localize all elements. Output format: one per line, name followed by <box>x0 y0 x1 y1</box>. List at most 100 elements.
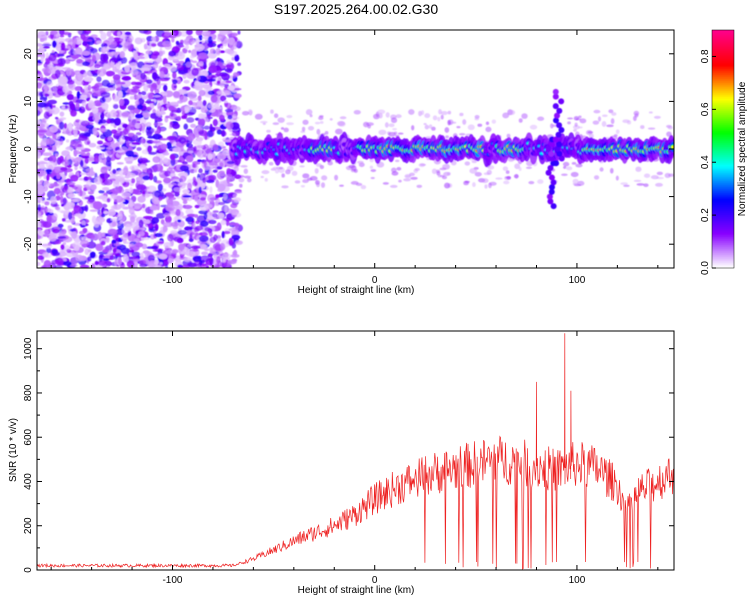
heatmap-cell <box>113 117 121 126</box>
heatmap-cell <box>199 204 209 211</box>
heatmap-cell <box>142 203 146 209</box>
heatmap-cell <box>99 128 108 132</box>
heatmap-cell <box>134 100 140 106</box>
colorbar-strip <box>712 196 734 199</box>
heatmap-cell <box>238 177 245 183</box>
heatmap-cell <box>199 197 206 201</box>
heatmap-cell <box>188 50 192 53</box>
heatmap-cell <box>391 171 399 176</box>
heatmap-cell <box>107 87 116 91</box>
colorbar-strip <box>712 186 734 189</box>
heatmap-cell <box>502 166 509 171</box>
heatmap-cell <box>198 168 203 174</box>
heatmap-cell <box>309 114 313 118</box>
heatmap-cell <box>45 127 54 130</box>
heatmap-cell <box>76 146 86 151</box>
heatmap-cell <box>230 203 238 209</box>
heatmap-cell <box>209 170 213 176</box>
heatmap-cell <box>38 170 47 176</box>
colorbar-strip <box>712 210 734 213</box>
heatmap-cell <box>153 145 158 149</box>
heatmap-cell <box>217 44 221 49</box>
heatmap-cell <box>552 124 558 128</box>
heatmap-cell <box>71 186 79 190</box>
colorbar-strip <box>712 144 734 147</box>
snr-y-tick-label: 800 <box>23 384 34 401</box>
heatmap-cell <box>74 157 83 162</box>
colorbar-strip <box>712 224 734 227</box>
heatmap-cell <box>198 235 209 243</box>
heatmap-cell <box>119 38 124 42</box>
heatmap-cell <box>179 30 188 37</box>
heatmap-cell <box>185 38 189 42</box>
heatmap-cell <box>302 173 310 179</box>
heatmap-cell <box>226 198 235 203</box>
heatmap-cell <box>436 171 441 176</box>
heatmap-cell <box>187 91 197 99</box>
heatmap-cell <box>601 121 607 127</box>
heatmap-cell <box>193 180 198 187</box>
heatmap-cell <box>179 175 187 183</box>
colorbar-tick-label: 0.2 <box>700 208 711 222</box>
heatmap-cell <box>45 31 49 36</box>
heatmap-cell <box>122 206 130 210</box>
heatmap-cell <box>280 127 285 130</box>
heatmap-cell <box>81 206 88 211</box>
heatmap-cell <box>112 169 117 174</box>
heatmap-cell <box>167 55 175 61</box>
heatmap-cell <box>154 88 160 94</box>
heatmap-cell <box>171 82 177 91</box>
heatmap-cell <box>139 179 144 185</box>
heatmap-cell <box>191 67 199 77</box>
heatmap-cell <box>81 50 91 56</box>
heatmap-cell <box>224 68 233 73</box>
heatmap-cell <box>431 126 436 131</box>
heatmap-cell <box>573 129 577 132</box>
heatmap-cell <box>55 153 59 157</box>
heatmap-cell <box>57 209 65 213</box>
heatmap-cell <box>209 212 217 217</box>
heatmap-cell <box>185 216 195 223</box>
heatmap-cell <box>318 116 324 121</box>
heatmap-cell <box>131 251 141 257</box>
heatmap-cell <box>106 111 114 119</box>
heatmap-cell <box>85 168 92 172</box>
heatmap-cell <box>57 53 65 57</box>
heatmap-cell <box>158 196 163 201</box>
heatmap-cell <box>437 116 441 122</box>
heatmap-cell <box>176 141 181 147</box>
heatmap-cell <box>556 107 563 114</box>
heatmap-cell <box>40 56 44 63</box>
heatmap-cell <box>281 185 289 189</box>
heatmap-cell <box>163 84 168 92</box>
heatmap-cell <box>146 79 153 84</box>
heatmap-cell <box>231 212 242 218</box>
heatmap-cell <box>80 159 84 168</box>
heatmap-cell <box>459 132 466 136</box>
snr-x-label: Height of straight line (km) <box>298 585 415 596</box>
heatmap-cell <box>37 261 41 266</box>
heatmap-cell <box>655 182 663 187</box>
heatmap-cell <box>39 34 48 41</box>
heatmap-cell <box>366 122 374 126</box>
heatmap-cell <box>105 70 116 77</box>
heatmap-cell <box>104 149 112 157</box>
heatmap-cell <box>90 34 98 38</box>
heatmap-cell <box>464 161 471 166</box>
heatmap-cell <box>37 129 48 133</box>
heatmap-cell <box>119 50 126 59</box>
colorbar-strip <box>712 216 734 219</box>
heatmap-cell <box>72 48 83 57</box>
heatmap-cell <box>572 124 580 130</box>
heatmap-cell <box>107 208 116 217</box>
heatmap-cell <box>165 204 176 212</box>
heatmap-cell <box>45 52 49 59</box>
colorbar-strip <box>712 222 734 225</box>
heatmap-cell <box>128 256 139 260</box>
heatmap-cell <box>130 221 140 230</box>
heatmap-cell <box>101 203 108 209</box>
heatmap-cell <box>87 249 92 253</box>
heatmap-cell <box>548 184 555 191</box>
